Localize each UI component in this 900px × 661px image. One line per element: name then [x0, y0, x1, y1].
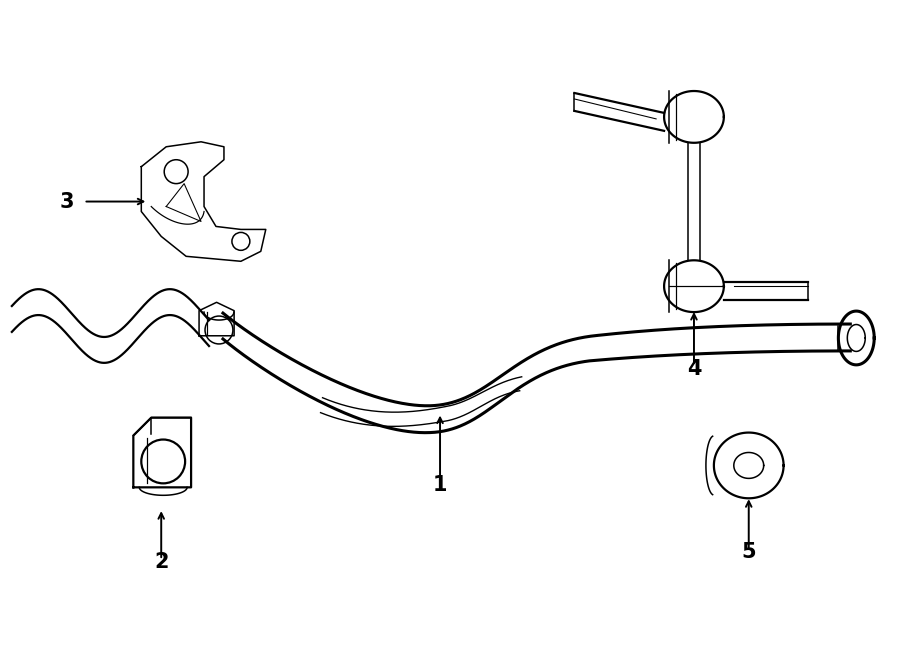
- Text: 1: 1: [433, 475, 447, 495]
- Text: 5: 5: [742, 542, 756, 562]
- Text: 4: 4: [687, 359, 701, 379]
- Text: 2: 2: [154, 552, 168, 572]
- Text: 3: 3: [59, 192, 74, 212]
